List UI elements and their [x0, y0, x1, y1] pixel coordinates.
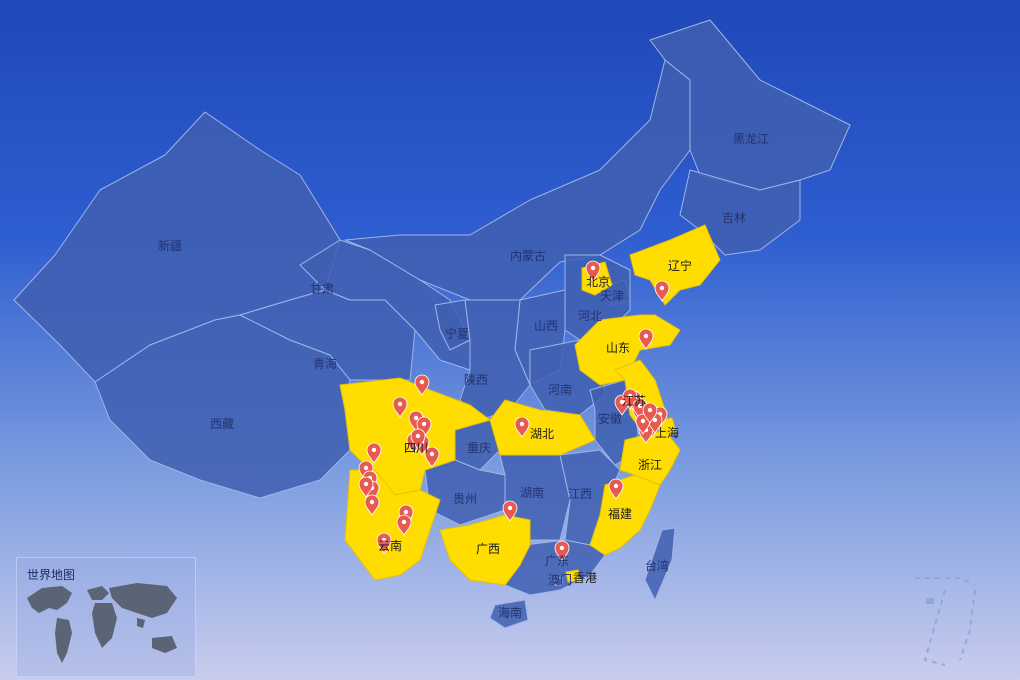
location-pin-icon[interactable] [642, 402, 658, 424]
province-ningxia[interactable] [434, 299, 471, 351]
world-map-thumbnail [27, 583, 177, 663]
location-pin-icon[interactable] [392, 396, 408, 418]
location-pin-icon[interactable] [608, 478, 624, 500]
location-pin-icon[interactable] [635, 413, 651, 435]
province-shandong[interactable] [574, 314, 681, 386]
province-liaoning[interactable] [629, 224, 721, 306]
province-fujian[interactable] [589, 474, 661, 556]
province-taiwan[interactable] [644, 527, 676, 601]
province-jilin[interactable] [679, 169, 801, 256]
south-china-sea-inset [915, 577, 976, 666]
province-guizhou[interactable] [424, 459, 506, 526]
location-pin-icon[interactable] [376, 532, 392, 554]
location-pin-icon[interactable] [554, 540, 570, 562]
location-pin-icon[interactable] [638, 328, 654, 350]
province-guangxi[interactable] [439, 514, 531, 586]
location-pin-icon[interactable] [514, 416, 530, 438]
world-minimap[interactable]: 世界地图 [16, 557, 196, 677]
location-pin-icon[interactable] [396, 514, 412, 536]
province-hubei[interactable] [489, 399, 596, 456]
location-pin-icon[interactable] [502, 500, 518, 522]
province-neimenggu[interactable] [344, 59, 691, 301]
location-pin-icon[interactable] [654, 280, 670, 302]
location-pin-icon[interactable] [410, 428, 426, 450]
island-marker [926, 598, 934, 604]
location-pin-icon[interactable] [424, 446, 440, 468]
province-xianggang[interactable] [565, 569, 581, 583]
location-pin-icon[interactable] [364, 494, 380, 516]
province-hainan[interactable] [489, 599, 529, 629]
location-pin-icon[interactable] [358, 476, 374, 498]
minimap-title: 世界地图 [27, 568, 76, 582]
location-pin-icon[interactable] [585, 260, 601, 282]
province-aomen[interactable] [554, 577, 563, 586]
location-pin-icon[interactable] [414, 374, 430, 396]
location-pin-icon[interactable] [366, 442, 382, 464]
